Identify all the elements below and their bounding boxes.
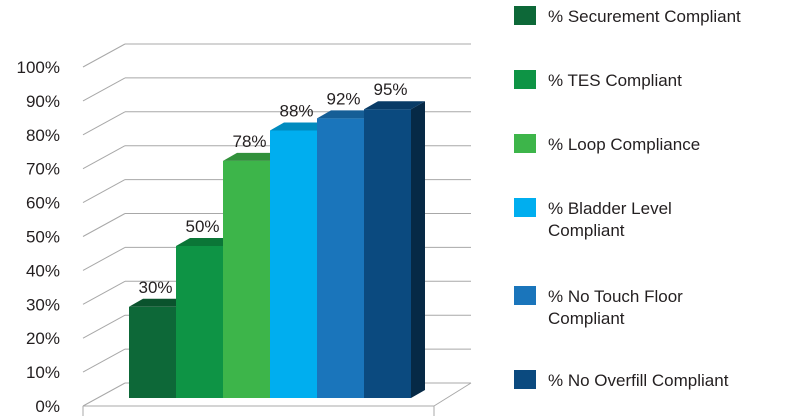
legend-swatch [514,134,536,153]
bar-top-face [176,238,237,246]
y-tick-label: 70% [26,160,60,179]
gridline-slant [82,314,126,339]
legend-label: % Securement Compliant [548,7,741,26]
y-tick-label: 30% [26,295,60,314]
bar-side-face [411,101,425,398]
legend-label: % TES Compliant [548,71,682,90]
y-tick-label: 90% [26,92,60,111]
data-label: 92% [326,89,360,108]
data-label: 30% [138,278,172,297]
gridline-slant [82,111,126,136]
bar-top-face [317,110,378,119]
floor-side-edge [433,382,472,407]
legend-item: % TES Compliant [514,70,793,92]
bar-top-face [223,152,284,161]
y-tick-label: 50% [26,228,60,247]
legend-item: % No Touch Floor Compliant [514,286,793,330]
data-label: 78% [232,132,266,151]
legend-item: % Loop Compliance [514,134,793,156]
legend-swatch [514,370,536,389]
legend-swatch [514,286,536,305]
chart-bars [129,101,425,399]
y-tick-label: 20% [26,329,60,348]
chart-legend: % Securement Compliant % TES Compliant % L… [514,0,793,416]
legend-swatch [514,70,536,89]
bar-chart: 0% 10% 20% 30% 40% 50% 60% 70% 80% 90% 100% 30% 50%… [17,43,472,416]
legend-item: % No Overfill Compliant [514,370,793,392]
bar-front-face [270,130,317,399]
y-tick-label: 100% [17,58,60,77]
legend-swatch [514,198,536,217]
gridline-slant [82,77,126,102]
gridline-slant [82,348,126,373]
y-tick-label: 80% [26,126,60,145]
gridline-slant [82,382,126,407]
gridline-slant [82,43,126,68]
gridline-slant [82,179,126,204]
y-tick-label: 60% [26,194,60,213]
y-tick-label: 10% [26,363,60,382]
y-axis-tick-labels: 0% 10% 20% 30% 40% 50% 60% 70% 80% 90% 100% [17,58,60,416]
bar-top-face [270,122,331,131]
bar [364,101,425,398]
gridline-slant [82,145,126,170]
legend-label: % No Touch Floor Compliant [548,287,683,328]
legend-label: % Bladder Level Compliant [548,199,672,240]
y-tick-label: 40% [26,261,60,280]
bar-front-face [223,160,270,398]
bar-front-face [317,118,364,398]
legend-label: % No Overfill Compliant [548,371,729,390]
gridline-slant [82,213,126,237]
legend-item: % Bladder Level Compliant [514,198,793,242]
data-label: 88% [279,101,313,120]
y-tick-label: 0% [35,397,60,416]
bar-top-face [129,298,190,307]
legend-item: % Securement Compliant [514,6,793,28]
bar-front-face [129,306,176,398]
data-label: 95% [373,80,407,99]
gridline-slant [82,280,126,305]
gridline-slant [82,246,126,271]
bar-front-face [176,246,223,398]
bar-front-face [364,109,411,398]
legend-label: % Loop Compliance [548,135,701,154]
bar-top-face [364,101,425,110]
data-label: 50% [185,217,219,236]
legend-swatch [514,6,536,25]
data-labels: 30% 50% 78% 88% 92% 95% [138,80,407,297]
